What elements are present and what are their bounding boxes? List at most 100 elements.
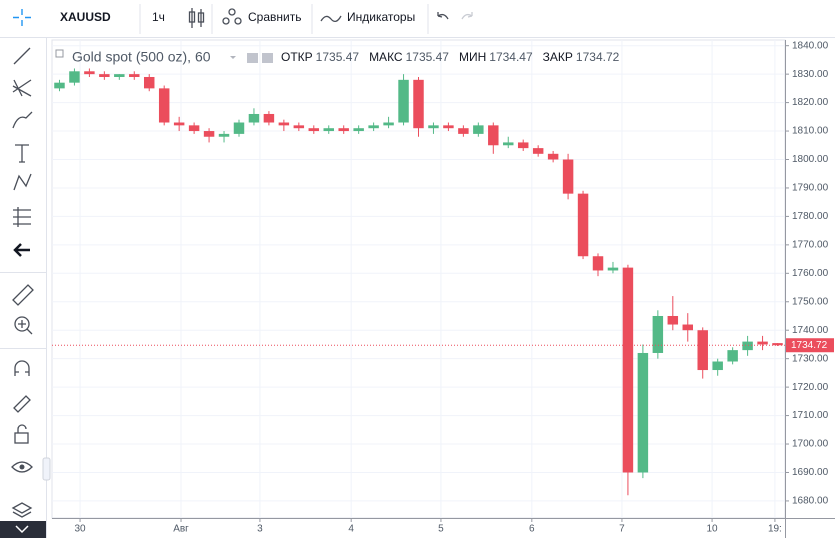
- measure-tool[interactable]: [12, 284, 34, 306]
- candle-body: [577, 193, 589, 257]
- lock-icon: [17, 424, 27, 433]
- candle-body: [428, 125, 439, 129]
- candle-body: [562, 159, 574, 194]
- plot: 1680.00 1690.00 1700.00 1710.00 1720.00 1730.…: [52, 40, 834, 535]
- y-tick-label: 1840.00: [792, 40, 829, 51]
- hide-tools[interactable]: [13, 243, 30, 257]
- icon: [188, 11, 196, 23]
- left-toolbar: [0, 9, 51, 538]
- candle-body: [667, 315, 679, 325]
- indicators-button[interactable]: Индикаторы: [320, 10, 415, 24]
- candle-body: [173, 122, 185, 126]
- candle-body: [278, 122, 290, 126]
- candle-body: [547, 153, 559, 160]
- candle-body: [129, 74, 140, 77]
- settings-button[interactable]: [247, 53, 258, 63]
- legend: Gold spot (500 oz), 60 ОТКР 1735.47 МАКС 17…: [55, 49, 620, 65]
- candle-body: [503, 142, 514, 146]
- candle-body: [458, 128, 469, 134]
- y-tick-label: 1790.00: [792, 183, 829, 194]
- x-tick-label: 19:: [768, 524, 782, 535]
- candle-body: [158, 88, 170, 123]
- symbol[interactable]: XAUUSD: [60, 10, 111, 24]
- x-tick-label: 4: [348, 524, 354, 535]
- indicators-label: Индикаторы: [347, 10, 415, 24]
- y-tick-label: 1800.00: [792, 154, 829, 165]
- ohlc-value: 1734.72: [576, 50, 620, 64]
- ohlc-value: 1734.47: [489, 50, 533, 64]
- toolbar-bg: [0, 0, 835, 37]
- candle-body: [218, 133, 230, 137]
- candle-body: [473, 125, 484, 134]
- x-tick-label: 6: [529, 524, 535, 535]
- candle-body: [727, 350, 738, 362]
- candle-body: [143, 76, 155, 89]
- ohlc-values: ОТКР 1735.47 МАКС 1735.47 МИН 1734.47 ЗАКР 1734…: [281, 50, 620, 64]
- last-price-badge: [786, 338, 834, 353]
- candle-body: [488, 125, 499, 146]
- y-tick-label: 1720.00: [792, 382, 829, 393]
- crosshair-tool[interactable]: [13, 9, 31, 26]
- undo-button[interactable]: [437, 12, 449, 20]
- candle-body: [607, 267, 619, 271]
- remove-button[interactable]: [262, 53, 273, 63]
- last-price-label: 1734.72: [791, 340, 828, 351]
- gann-tool[interactable]: [12, 79, 32, 97]
- candle-body: [188, 125, 200, 132]
- brush-tool[interactable]: [12, 111, 33, 129]
- y-tick-label: 1830.00: [792, 69, 829, 80]
- icon: [320, 15, 342, 23]
- candle-body: [622, 267, 634, 473]
- y-tick-label: 1810.00: [792, 126, 829, 137]
- dropdown[interactable]: [230, 56, 236, 59]
- object-tree-tool[interactable]: [11, 502, 33, 518]
- ohlc-label: ОТКР: [281, 50, 313, 64]
- redo-button[interactable]: [461, 12, 473, 20]
- candle-body: [383, 122, 394, 126]
- expand-icon: [15, 525, 29, 534]
- series-title: Gold spot (500 oz), 60: [72, 49, 211, 65]
- y-tick-label: 1750.00: [792, 296, 829, 307]
- draw-mode-tool[interactable]: [13, 395, 31, 413]
- candle-body: [233, 122, 245, 134]
- eye-pupil: [19, 464, 25, 470]
- trendline-tool[interactable]: [13, 47, 31, 65]
- interval[interactable]: 1ч: [152, 10, 165, 24]
- candle-body: [592, 256, 604, 271]
- chart-style-button[interactable]: [188, 8, 205, 28]
- candle-body: [293, 125, 305, 129]
- candle-body: [652, 315, 664, 353]
- visibility-tool[interactable]: [11, 461, 33, 473]
- icon: [228, 8, 236, 16]
- icon: [222, 17, 230, 25]
- candle-body: [203, 131, 215, 137]
- y-tick-label: 1710.00: [792, 410, 829, 421]
- y-tick-label: 1780.00: [792, 211, 829, 222]
- lock-tool[interactable]: [14, 432, 29, 444]
- expand-button[interactable]: [0, 521, 46, 538]
- zoom-tool[interactable]: [14, 316, 30, 332]
- icon: [197, 12, 205, 23]
- candle-body: [353, 128, 364, 132]
- top-toolbar: XAUUSD 1ч Сравнить Индикаторы: [0, 0, 835, 38]
- collapse-legend[interactable]: [55, 49, 64, 58]
- pattern-tool[interactable]: [13, 173, 32, 191]
- collapse-handle[interactable]: [42, 457, 51, 481]
- candle-body: [54, 82, 65, 89]
- y-tick-label: 1700.00: [792, 439, 829, 450]
- prediction-tool[interactable]: [13, 207, 31, 227]
- magnet-tool[interactable]: [14, 360, 30, 376]
- candle-body: [697, 330, 708, 371]
- x-tick-label: 3: [257, 524, 263, 535]
- text-tool[interactable]: [15, 144, 29, 163]
- y-tick-label: 1820.00: [792, 97, 829, 108]
- x-tick-label: 10: [707, 524, 719, 535]
- candle-body: [263, 113, 275, 123]
- candle-body: [84, 71, 95, 75]
- y-tick-label: 1680.00: [792, 496, 829, 507]
- x-tick-label: 5: [438, 524, 444, 535]
- zoom-icon: [18, 320, 33, 335]
- x-tick-label: 30: [74, 524, 86, 535]
- compare-button[interactable]: Сравнить: [222, 8, 301, 25]
